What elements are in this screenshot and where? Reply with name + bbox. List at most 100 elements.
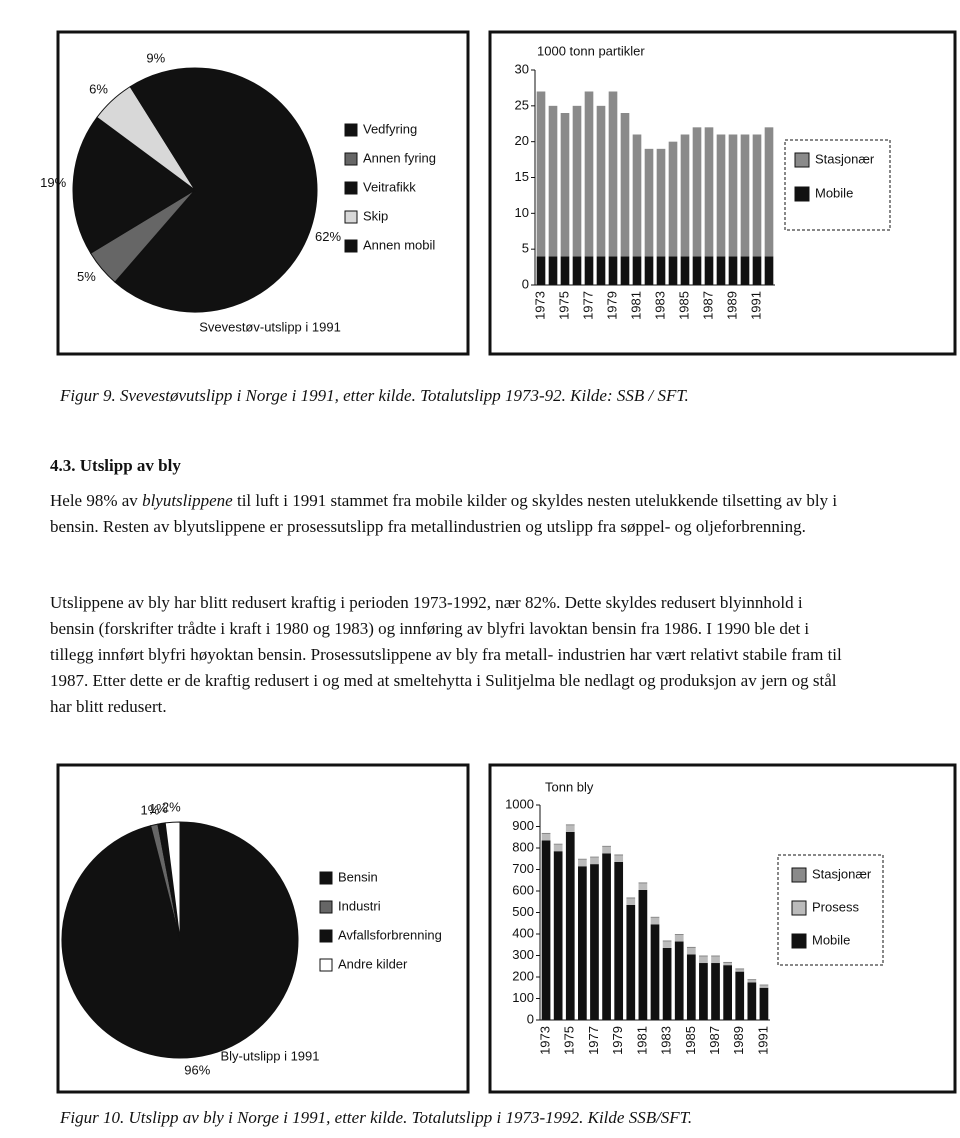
x-tick-label: 1973 <box>537 1026 552 1055</box>
bar-segment <box>759 985 769 988</box>
bar-segment <box>752 134 762 257</box>
legend-box <box>784 139 891 231</box>
bar-segment <box>680 134 690 257</box>
value-label: 1% <box>140 803 159 818</box>
chart-title: Bly-utslipp i 1991 <box>221 1048 320 1063</box>
paragraph: Utslippene av bly har blitt redusert kra… <box>50 593 842 716</box>
value-label: 9% <box>146 51 165 66</box>
legend-swatch <box>319 958 333 972</box>
y-tick-label: 15 <box>515 169 529 184</box>
bar-segment <box>608 256 618 285</box>
bar-segment <box>572 105 582 257</box>
bar-segment <box>686 947 696 955</box>
y-tick-label: 500 <box>512 904 534 919</box>
x-tick-label: 1989 <box>724 291 739 320</box>
bar-segment <box>711 956 720 964</box>
legend-label: Industri <box>338 898 381 913</box>
bar-segment <box>584 256 594 285</box>
bar-segment <box>764 127 774 257</box>
frame <box>488 763 957 1094</box>
bar-segment <box>662 940 672 942</box>
value-label: 96% <box>184 1062 210 1077</box>
frame <box>488 30 957 356</box>
bar-segment <box>584 91 594 257</box>
bar-segment <box>759 987 769 1020</box>
bar-segment <box>686 954 696 1020</box>
bar-segment <box>668 256 678 285</box>
legend-swatch <box>344 210 358 224</box>
bar-segment <box>614 855 624 862</box>
bar-segment <box>541 840 551 1020</box>
value-label: 2% <box>162 800 181 815</box>
bar-segment <box>565 831 575 1020</box>
bar-segment <box>699 963 708 1020</box>
bar-segment <box>548 256 558 285</box>
bar-segment <box>638 889 648 1020</box>
bar-segment <box>759 984 769 986</box>
bar-segment <box>650 924 660 1020</box>
legend-label: Vedfyring <box>363 121 417 136</box>
bar-segment <box>704 127 714 257</box>
caption: Figur 10. Utslipp av bly i Norge i 1991,… <box>60 1108 693 1127</box>
legend-label: Skip <box>363 208 388 223</box>
bar-segment <box>644 256 654 285</box>
bar-segment <box>536 91 546 257</box>
legend-swatch <box>319 871 333 885</box>
value-label: 62% <box>315 229 341 244</box>
y-tick-label: 600 <box>512 882 534 897</box>
chart-title: Svevestøv-utslipp i 1991 <box>199 319 341 334</box>
y-tick-label: 100 <box>512 990 534 1005</box>
bar-segment <box>553 851 563 1020</box>
bar-segment <box>662 947 672 1020</box>
axis-title: 1000 tonn partikler <box>537 43 645 58</box>
value-label: 5% <box>77 269 96 284</box>
bar-segment <box>764 256 774 285</box>
x-tick-label: 1983 <box>652 291 667 320</box>
bar-segment <box>656 256 666 285</box>
bar-segment <box>560 113 570 257</box>
bar-segment <box>716 256 726 285</box>
bar-segment <box>692 256 702 285</box>
bar-segment <box>735 968 745 970</box>
bar-segment <box>632 134 642 257</box>
x-tick-label: 1985 <box>683 1026 698 1055</box>
bar-segment <box>565 824 575 826</box>
frame <box>56 763 470 1094</box>
text: Hele 98% av <box>50 491 143 510</box>
bar-segment <box>662 941 672 948</box>
legend-swatch <box>344 181 358 195</box>
legend-swatch <box>344 123 358 137</box>
bar-segment <box>620 256 630 285</box>
legend-swatch <box>791 867 807 883</box>
legend-swatch <box>791 933 807 949</box>
legend-label: Annen fyring <box>363 150 436 165</box>
x-tick-label: 1981 <box>628 291 643 320</box>
bar-segment <box>728 256 738 285</box>
pie-slice <box>72 116 196 254</box>
bar-segment <box>626 898 636 905</box>
y-tick-label: 25 <box>515 97 529 112</box>
bar-segment <box>596 105 606 257</box>
bar-segment <box>711 963 720 1020</box>
bar-segment <box>590 856 599 858</box>
bar-segment <box>650 916 660 918</box>
text: til luft i 1991 stammet fra mobile kilde… <box>50 491 838 536</box>
legend-label: Stasjonær <box>812 866 872 881</box>
bar-segment <box>699 955 708 957</box>
bar-segment <box>565 825 575 832</box>
legend-swatch <box>319 929 333 943</box>
paragraph: Hele 98% av blyutslippene til luft i 199… <box>50 488 850 540</box>
bar-segment <box>699 956 708 964</box>
pie-slice <box>129 67 196 192</box>
legend-box <box>777 854 884 966</box>
legend-label: Veitrafikk <box>363 179 416 194</box>
legend-label: Mobile <box>812 932 850 947</box>
frame <box>56 30 470 356</box>
x-tick-label: 1979 <box>610 1026 625 1055</box>
y-tick-label: 5 <box>522 241 529 256</box>
bar-segment <box>578 866 587 1020</box>
x-tick-label: 1975 <box>556 291 571 320</box>
y-tick-label: 20 <box>515 133 529 148</box>
y-tick-label: 900 <box>512 818 534 833</box>
